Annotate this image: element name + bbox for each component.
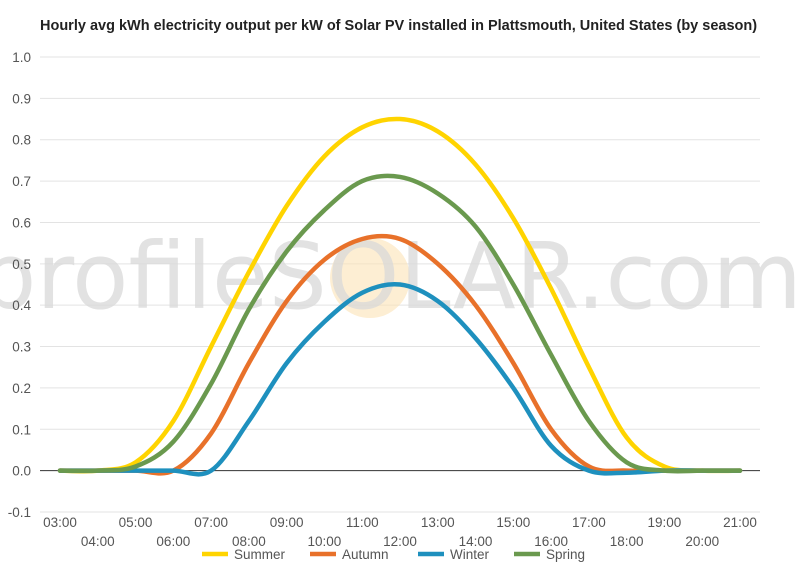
x-tick-label: 07:00 bbox=[194, 515, 228, 530]
y-tick-label: 0.1 bbox=[12, 422, 31, 437]
y-tick-label: 1.0 bbox=[12, 50, 31, 65]
x-tick-label: 21:00 bbox=[723, 515, 757, 530]
series-lines bbox=[57, 116, 743, 477]
legend-label: Winter bbox=[450, 547, 490, 562]
y-tick-label: 0.6 bbox=[12, 215, 31, 230]
legend-item-autumn[interactable]: Autumn bbox=[310, 547, 389, 562]
y-tick-label: 0.4 bbox=[12, 298, 31, 313]
x-tick-label: 05:00 bbox=[119, 515, 153, 530]
chart-title: Hourly avg kWh electricity output per kW… bbox=[40, 18, 758, 34]
y-axis-ticks: -0.1 0.0 0.1 0.2 0.3 0.4 0.5 0.6 0.7 0.8 0.9 1.0 bbox=[8, 50, 32, 520]
x-tick-label: 04:00 bbox=[81, 534, 115, 549]
series-line-summer bbox=[57, 116, 743, 474]
legend-item-spring[interactable]: Spring bbox=[514, 547, 585, 562]
legend-item-summer[interactable]: Summer bbox=[202, 547, 286, 562]
legend-label: Autumn bbox=[342, 547, 389, 562]
y-tick-label: 0.5 bbox=[12, 257, 31, 272]
x-tick-label: 09:00 bbox=[270, 515, 304, 530]
y-tick-label: 0.0 bbox=[12, 464, 31, 479]
x-tick-label: 11:00 bbox=[346, 515, 379, 530]
x-tick-label: 06:00 bbox=[156, 534, 190, 549]
y-tick-label: 0.8 bbox=[12, 133, 31, 148]
series-line-spring bbox=[57, 173, 743, 474]
x-tick-label: 10:00 bbox=[308, 534, 342, 549]
y-tick-label: -0.1 bbox=[8, 505, 31, 520]
x-tick-label: 08:00 bbox=[232, 534, 266, 549]
x-tick-label: 03:00 bbox=[43, 515, 77, 530]
x-tick-label: 19:00 bbox=[648, 515, 682, 530]
legend-label: Spring bbox=[546, 547, 585, 562]
x-tick-label: 12:00 bbox=[383, 534, 417, 549]
x-tick-label: 14:00 bbox=[459, 534, 493, 549]
legend-item-winter[interactable]: Winter bbox=[418, 547, 490, 562]
x-tick-label: 20:00 bbox=[685, 534, 719, 549]
series-line-winter bbox=[57, 281, 743, 477]
x-tick-label: 15:00 bbox=[496, 515, 530, 530]
y-tick-label: 0.9 bbox=[12, 91, 31, 106]
y-tick-label: 0.7 bbox=[12, 174, 31, 189]
x-tick-label: 18:00 bbox=[610, 534, 644, 549]
legend: Summer Autumn Winter Spring bbox=[202, 547, 585, 562]
x-tick-label: 16:00 bbox=[534, 534, 568, 549]
y-tick-label: 0.3 bbox=[12, 340, 31, 355]
gridlines bbox=[40, 56, 760, 513]
x-tick-label: 13:00 bbox=[421, 515, 455, 530]
x-tick-label: 17:00 bbox=[572, 515, 606, 530]
legend-label: Summer bbox=[234, 547, 286, 562]
y-tick-label: 0.2 bbox=[12, 381, 31, 396]
